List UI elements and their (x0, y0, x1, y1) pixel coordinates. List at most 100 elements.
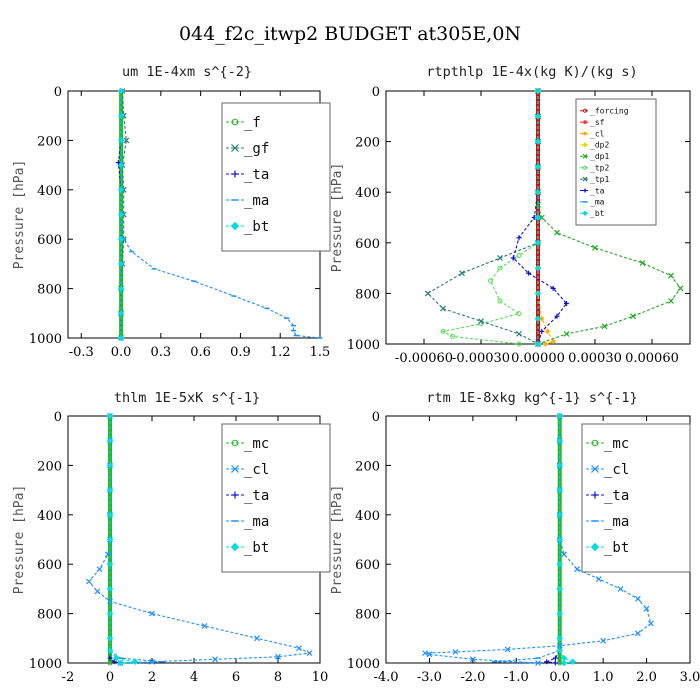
y-axis-label: Pressure [hPa] (330, 163, 345, 273)
x-tick-label: 0.00030 (568, 351, 622, 366)
legend-entry: _f (244, 115, 261, 131)
y-tick-label: 600 (355, 558, 380, 573)
series-line-cl (88, 416, 312, 664)
data-point (534, 239, 542, 247)
legend-marker (582, 210, 588, 217)
y-tick-label: 600 (37, 558, 62, 573)
legend-entry: _ta (604, 488, 629, 504)
data-point (497, 265, 503, 271)
data-point (534, 290, 542, 297)
legend-marker (582, 176, 588, 182)
data-point (534, 87, 542, 95)
y-tick-label: 400 (37, 509, 62, 524)
data-point (94, 588, 101, 595)
x-tick-label: 1.0 (593, 670, 614, 685)
y-tick-label: 800 (355, 608, 380, 623)
y-tick-label: 200 (355, 136, 380, 151)
data-point (543, 341, 549, 347)
data-point (550, 285, 556, 291)
legend-marker (230, 221, 240, 231)
data-point (117, 137, 125, 144)
legend-entry: _gf (244, 141, 269, 157)
y-axis-label: Pressure [hPa] (330, 485, 345, 595)
data-point (149, 610, 155, 617)
legend-marker (231, 118, 239, 126)
x-tick-label: 6 (232, 670, 240, 685)
x-tick-label: 0.3 (150, 345, 171, 360)
data-point (117, 211, 125, 218)
y-tick-label: 800 (37, 608, 62, 623)
x-tick-label: 8 (274, 670, 282, 685)
data-point (516, 330, 522, 337)
legend-entry: _bt (244, 540, 269, 556)
data-point (106, 610, 114, 617)
x-tick-label: 0.0 (549, 670, 570, 685)
data-point (556, 536, 563, 543)
data-point (516, 235, 522, 241)
data-point (504, 646, 511, 653)
data-point (123, 137, 130, 144)
legend-box (581, 423, 691, 573)
legend-entry: _mc (604, 436, 629, 452)
x-tick-label: 0.0 (111, 345, 132, 360)
y-tick-label: 1000 (347, 338, 380, 353)
y-tick-label: 0 (372, 410, 380, 425)
x-tick-label: 0 (106, 670, 114, 685)
data-point (556, 462, 563, 469)
data-point (106, 462, 114, 469)
data-point (634, 595, 641, 602)
y-tick-label: 400 (355, 509, 380, 524)
y-tick-label: 800 (355, 287, 380, 302)
series-line-tp2 (441, 91, 539, 345)
data-point (478, 318, 484, 325)
data-point (569, 658, 576, 665)
x-tick-label: -1.0 (504, 670, 529, 685)
data-point (592, 244, 598, 251)
chart-panel-1: um 1E-4xm s^{-2} 0 200 400 600 800 1000 -0.3 0.0… (12, 64, 331, 360)
legend-marker (591, 491, 599, 499)
legend-entry: _ta (244, 167, 269, 183)
data-point (556, 560, 563, 568)
data-point (668, 272, 674, 279)
data-point (254, 635, 260, 642)
main-title: 044_f2c_itwp2 BUDGET at305E,0N (179, 23, 521, 45)
legend-marker (590, 542, 600, 552)
y-tick-label: 600 (355, 237, 380, 252)
data-point (534, 188, 542, 196)
legend-entry: _dp2 (590, 141, 609, 150)
data-point (544, 659, 550, 665)
panel-title: rtm 1E-8xkg kg^{-1} s^{-1} (426, 390, 637, 406)
data-point (107, 655, 113, 661)
data-point (516, 341, 522, 347)
y-tick-label: 1000 (347, 657, 380, 672)
data-point (539, 328, 545, 334)
y-axis-label: Pressure [hPa] (12, 160, 27, 270)
legend-entry: _ma (244, 514, 269, 530)
legend-marker (231, 170, 239, 178)
data-point (306, 650, 313, 657)
series-line-ta (512, 91, 568, 345)
data-point (459, 270, 465, 277)
legend-entry: _bt (244, 219, 269, 235)
x-tick-label: 0.9 (230, 345, 251, 360)
legend-entry: _bt (590, 209, 605, 218)
data-point (106, 585, 114, 593)
legend-entry: _ta (590, 186, 605, 195)
legend-entry: _tp1 (590, 175, 609, 184)
data-point (534, 113, 542, 120)
data-point (86, 578, 92, 585)
data-point (556, 412, 563, 420)
data-point (510, 255, 516, 261)
data-point (595, 576, 602, 582)
data-point (131, 658, 139, 665)
data-point (106, 412, 114, 420)
x-tick-label: 0.00000 (511, 351, 565, 366)
y-tick-label: 200 (37, 459, 62, 474)
data-point (630, 313, 636, 320)
data-point (561, 551, 567, 558)
data-point (106, 437, 114, 444)
chart-panel-4: rtm 1E-8xkg kg^{-1} s^{-1} 0 200 400 600 800 1… (330, 390, 700, 685)
chart-panel-2: rtpthlp 1E-4x(kg K)/(kg s) 0 200 400 600 800 1… (330, 64, 691, 366)
x-tick-label: -4.0 (373, 670, 398, 685)
